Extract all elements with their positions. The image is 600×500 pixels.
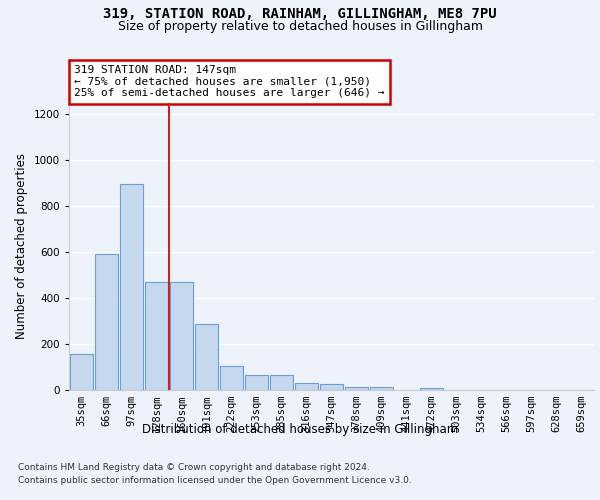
Y-axis label: Number of detached properties: Number of detached properties	[15, 153, 28, 340]
Bar	[195, 324, 218, 390]
Bar	[120, 184, 143, 390]
Text: Contains public sector information licensed under the Open Government Licence v3: Contains public sector information licen…	[18, 476, 412, 485]
Bar	[70, 354, 93, 390]
Bar	[345, 386, 368, 390]
Bar	[95, 254, 118, 390]
Bar	[420, 388, 443, 390]
Bar	[245, 375, 268, 390]
Bar	[295, 383, 318, 390]
Text: 319, STATION ROAD, RAINHAM, GILLINGHAM, ME8 7PU: 319, STATION ROAD, RAINHAM, GILLINGHAM, …	[103, 8, 497, 22]
Bar	[170, 282, 193, 390]
Bar	[270, 375, 293, 390]
Text: Size of property relative to detached houses in Gillingham: Size of property relative to detached ho…	[118, 20, 482, 33]
Bar	[220, 366, 243, 390]
Bar	[370, 386, 393, 390]
Bar	[320, 384, 343, 390]
Text: Contains HM Land Registry data © Crown copyright and database right 2024.: Contains HM Land Registry data © Crown c…	[18, 462, 370, 471]
Text: Distribution of detached houses by size in Gillingham: Distribution of detached houses by size …	[142, 422, 458, 436]
Bar	[145, 282, 168, 390]
Text: 319 STATION ROAD: 147sqm
← 75% of detached houses are smaller (1,950)
25% of sem: 319 STATION ROAD: 147sqm ← 75% of detach…	[74, 65, 385, 98]
